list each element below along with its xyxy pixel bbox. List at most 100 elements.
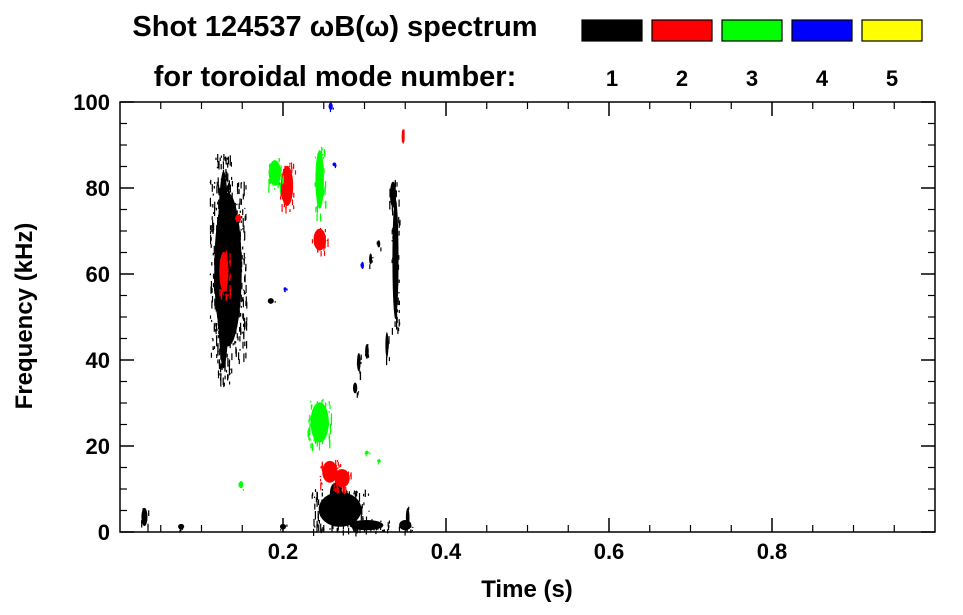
legend-label: 3	[746, 66, 758, 91]
mode-1-speckle	[342, 496, 344, 502]
mode-1-region-5	[328, 482, 345, 515]
mode-1-speckle	[217, 314, 219, 318]
mode-3-speckle	[328, 433, 330, 440]
mode-1-speckle	[344, 518, 346, 521]
mode-1-speckle	[243, 290, 245, 295]
mode-1-speckle	[217, 296, 219, 303]
mode-3-speckle	[319, 425, 321, 431]
series-mode-3	[238, 146, 381, 491]
mode-2-speckle	[320, 482, 323, 484]
mode-2-speckle	[337, 460, 339, 463]
mode-2-speckle	[222, 288, 224, 295]
mode-2-speckle	[316, 231, 318, 236]
mode-3-speckle	[317, 153, 319, 161]
mode-2-speckle	[402, 134, 404, 137]
mode-1-speckle	[372, 527, 374, 529]
mode-1-speckle	[398, 291, 400, 294]
mode-1-speckle	[223, 382, 225, 387]
mode-1-speckle	[245, 213, 247, 220]
mode-1-speckle	[240, 322, 242, 332]
mode-3-speckle	[324, 421, 326, 430]
mode-2-speckle	[330, 469, 332, 478]
mode-1-speckle	[229, 155, 231, 162]
mode-3-speckle	[310, 443, 312, 449]
mode-3-speckle	[242, 489, 244, 491]
mode-1-speckle	[329, 528, 331, 530]
mode-3-speckle	[328, 401, 330, 405]
mode-1-speckle	[387, 522, 389, 527]
mode-1-speckle	[216, 328, 218, 331]
mode-1-speckle	[234, 275, 236, 281]
mode-1-speckle	[399, 219, 401, 226]
mode-4-speckle	[362, 265, 364, 268]
mode-2-speckle	[338, 464, 340, 468]
mode-1-speckle	[224, 308, 226, 315]
mode-3-speckle	[329, 439, 331, 448]
mode-1-speckle	[218, 243, 220, 248]
mode-1-speckle	[228, 185, 230, 191]
mode-3-speckle	[314, 437, 316, 444]
mode-1-speckle	[410, 525, 412, 528]
mode-1-speckle	[329, 503, 331, 506]
mode-2-speckle	[338, 478, 340, 486]
mode-2-speckle	[324, 229, 326, 233]
mode-1-speckle	[222, 235, 224, 237]
mode-1-speckle	[221, 238, 223, 241]
mode-2-speckle	[291, 166, 293, 173]
mode-1-speckle	[318, 499, 320, 506]
mode-1-speckle	[231, 320, 233, 323]
mode-1-speckle	[222, 169, 225, 177]
mode-3-speckle	[281, 178, 284, 185]
mode-1-speckle	[210, 352, 212, 358]
mode-1-speckle	[325, 499, 327, 508]
mode-1-speckle	[394, 321, 396, 327]
mode-1-region-12	[352, 382, 360, 398]
mode-1-speckle	[398, 190, 400, 193]
mode-1-speckle	[316, 500, 318, 507]
mode-1-speckle	[280, 529, 282, 531]
mode-1-speckle	[397, 326, 399, 334]
mode-1-speckle	[238, 255, 240, 258]
mode-1-speckle	[231, 271, 233, 279]
mode-1-speckle	[217, 177, 219, 181]
mode-2-speckle	[291, 199, 294, 206]
mode-1-speckle	[240, 269, 242, 277]
mode-2-speckle	[334, 466, 336, 471]
mode-1-speckle	[381, 524, 383, 528]
mode-3-speckle	[327, 422, 329, 426]
mode-3-speckle	[308, 429, 310, 438]
mode-1-speckle	[403, 523, 405, 526]
mode-1-speckle	[233, 286, 236, 289]
mode-1-speckle	[215, 302, 217, 304]
mode-2-speckle	[331, 477, 333, 482]
mode-2-speckle	[345, 487, 347, 494]
mode-1-speckle	[239, 327, 241, 332]
mode-1-speckle	[316, 520, 318, 526]
mode-1-speckle	[226, 336, 228, 343]
mode-3-speckle	[323, 188, 325, 196]
mode-1-speckle	[217, 207, 220, 209]
mode-3-speckle	[309, 414, 311, 421]
mode-1-speckle	[396, 316, 398, 323]
mode-1-speckle	[218, 214, 220, 220]
mode-1-speckle	[211, 300, 213, 309]
mode-2-speckle	[283, 189, 285, 199]
legend-item-mode-5: 5	[861, 19, 923, 91]
series-mode-2	[219, 129, 405, 495]
mode-1-speckle	[231, 334, 233, 339]
mode-1-speckle	[389, 200, 391, 210]
mode-1-speckle	[218, 324, 220, 330]
mode-3-speckle	[317, 437, 319, 441]
mode-1-speckle	[242, 289, 245, 291]
mode-1-speckle	[242, 194, 244, 200]
mode-1-speckle	[231, 176, 233, 180]
mode-1-speckle	[388, 520, 390, 524]
mode-1-speckle	[394, 202, 396, 209]
mode-1-speckle	[245, 301, 247, 306]
mode-4-region-4	[283, 287, 288, 293]
mode-1-speckle	[230, 309, 232, 313]
mode-2-speckle	[323, 251, 326, 256]
mode-2-speckle	[289, 209, 291, 212]
mode-2-speckle	[320, 466, 322, 469]
mode-1-speckle	[244, 317, 246, 325]
